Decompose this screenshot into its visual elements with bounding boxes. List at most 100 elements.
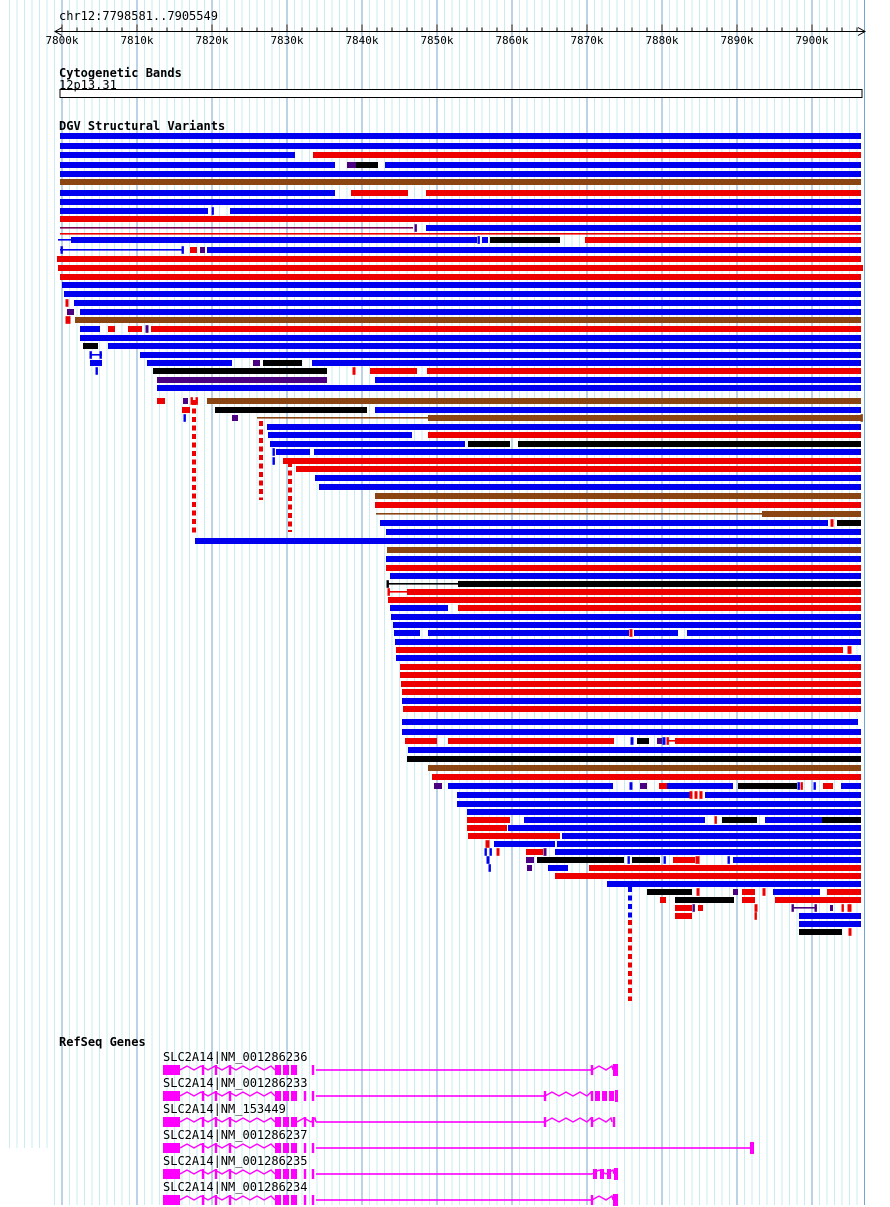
variant-bar[interactable] bbox=[157, 385, 861, 391]
variant-bar[interactable] bbox=[314, 449, 861, 455]
gene-exon-tick[interactable] bbox=[214, 1169, 218, 1179]
gene-exon-tick[interactable] bbox=[228, 1117, 232, 1127]
variant-bar[interactable] bbox=[375, 407, 861, 413]
gene-exon-tick[interactable] bbox=[303, 1195, 307, 1205]
variant-bar[interactable] bbox=[80, 309, 861, 315]
variant-bar[interactable] bbox=[60, 190, 335, 196]
gene-exon[interactable] bbox=[291, 1169, 297, 1179]
variant-tick[interactable] bbox=[813, 782, 816, 790]
gene-exon-tick[interactable] bbox=[590, 1091, 594, 1101]
gene-intron-zigzag[interactable] bbox=[591, 1116, 613, 1123]
variant-bar[interactable] bbox=[60, 216, 861, 222]
gene-exon-tick[interactable] bbox=[214, 1143, 218, 1153]
variant-tick[interactable] bbox=[484, 848, 487, 856]
variant-bar[interactable] bbox=[403, 706, 861, 712]
variant-bar[interactable] bbox=[555, 873, 861, 879]
variant-bar[interactable] bbox=[827, 889, 861, 895]
gene-exon-tick[interactable] bbox=[228, 1091, 232, 1101]
variant-bar[interactable] bbox=[427, 368, 861, 374]
variant-bar[interactable] bbox=[400, 664, 861, 670]
variant-bar[interactable] bbox=[60, 199, 861, 205]
variant-bar[interactable] bbox=[458, 581, 861, 587]
variant-bar[interactable] bbox=[837, 520, 861, 526]
variant-bar[interactable] bbox=[738, 783, 797, 789]
variant-bar[interactable] bbox=[526, 857, 534, 863]
variant-bar[interactable] bbox=[408, 747, 861, 753]
variant-bar[interactable] bbox=[589, 865, 861, 871]
variant-bar[interactable] bbox=[823, 783, 833, 789]
gene-exon[interactable] bbox=[283, 1117, 289, 1127]
gene-label[interactable]: SLC2A14|NM_001286234 bbox=[163, 1180, 308, 1194]
gene-exon[interactable] bbox=[283, 1169, 289, 1179]
variant-bar[interactable] bbox=[448, 738, 614, 744]
gene-exon[interactable] bbox=[163, 1117, 180, 1127]
variant-tick[interactable] bbox=[190, 397, 193, 405]
gene-exon-tick[interactable] bbox=[612, 1117, 616, 1127]
variant-tick[interactable] bbox=[629, 782, 633, 790]
variant-bar[interactable] bbox=[396, 647, 843, 653]
variant-tick[interactable] bbox=[841, 904, 844, 912]
gene-exon-tick[interactable] bbox=[311, 1195, 315, 1205]
gene-exon[interactable] bbox=[595, 1091, 600, 1101]
variant-tick[interactable] bbox=[65, 299, 69, 307]
variant-tick[interactable] bbox=[847, 904, 852, 912]
gene-exon-tick[interactable] bbox=[214, 1195, 218, 1205]
variant-bar[interactable] bbox=[108, 343, 861, 349]
variant-bar[interactable] bbox=[482, 237, 488, 243]
variant-bar[interactable] bbox=[830, 905, 833, 911]
variant-bar[interactable] bbox=[200, 247, 205, 253]
variant-bar[interactable] bbox=[190, 247, 197, 253]
gene-exon-tick[interactable] bbox=[214, 1065, 218, 1075]
variant-bar[interactable] bbox=[253, 360, 260, 366]
variant-bar[interactable] bbox=[555, 849, 861, 855]
gene-exon[interactable] bbox=[291, 1117, 297, 1127]
variant-bar[interactable] bbox=[799, 921, 861, 927]
variant-bar[interactable] bbox=[195, 538, 861, 544]
gene-exon[interactable] bbox=[163, 1143, 180, 1153]
variant-bar[interactable] bbox=[347, 162, 356, 168]
variant-bar[interactable] bbox=[634, 630, 678, 636]
variant-bar[interactable] bbox=[375, 493, 861, 499]
gene-exon-tick[interactable] bbox=[311, 1169, 315, 1179]
variant-bar[interactable] bbox=[128, 326, 142, 332]
variant-tick[interactable] bbox=[95, 367, 98, 375]
variant-bar[interactable] bbox=[351, 190, 408, 196]
variant-bar[interactable] bbox=[773, 889, 820, 895]
variant-bar[interactable] bbox=[60, 171, 861, 177]
variant-bar[interactable] bbox=[267, 424, 861, 430]
variant-bar[interactable] bbox=[675, 738, 861, 744]
gene-exon[interactable] bbox=[602, 1091, 607, 1101]
variant-bar[interactable] bbox=[62, 282, 861, 288]
variant-bar[interactable] bbox=[426, 190, 861, 196]
gene-exon[interactable] bbox=[593, 1169, 597, 1179]
variant-bar[interactable] bbox=[428, 415, 861, 421]
gene-exon[interactable] bbox=[163, 1065, 180, 1075]
variant-tick[interactable] bbox=[486, 856, 490, 864]
variant-bar[interactable] bbox=[57, 256, 861, 262]
variant-bar[interactable] bbox=[385, 162, 861, 168]
gene-end-exon[interactable] bbox=[613, 1064, 618, 1076]
variant-bar[interactable] bbox=[74, 300, 861, 306]
gene-exon[interactable] bbox=[283, 1065, 289, 1075]
variant-tick[interactable] bbox=[662, 737, 666, 745]
gene-label[interactable]: SLC2A14|NM_001286236 bbox=[163, 1050, 308, 1064]
variant-bar[interactable] bbox=[386, 565, 861, 571]
variant-bar[interactable] bbox=[207, 247, 861, 253]
variant-bar[interactable] bbox=[402, 689, 861, 695]
variant-line[interactable] bbox=[58, 239, 71, 241]
variant-tick[interactable] bbox=[754, 912, 757, 920]
gene-intron-zigzag[interactable] bbox=[544, 1116, 593, 1123]
variant-bar[interactable] bbox=[380, 520, 828, 526]
variant-bar[interactable] bbox=[428, 432, 861, 438]
gene-end-exon[interactable] bbox=[614, 1168, 618, 1180]
variant-tick[interactable] bbox=[629, 629, 633, 637]
variant-tick[interactable] bbox=[65, 316, 71, 324]
variant-bar[interactable] bbox=[393, 622, 861, 628]
gene-exon[interactable] bbox=[607, 1169, 611, 1179]
variant-bar[interactable] bbox=[60, 274, 861, 280]
gene-exon[interactable] bbox=[283, 1143, 289, 1153]
variant-tick[interactable] bbox=[689, 791, 693, 799]
gene-label[interactable]: SLC2A14|NM_001286237 bbox=[163, 1128, 308, 1142]
gene-exon-tick[interactable] bbox=[214, 1091, 218, 1101]
variant-tick[interactable] bbox=[754, 904, 758, 912]
